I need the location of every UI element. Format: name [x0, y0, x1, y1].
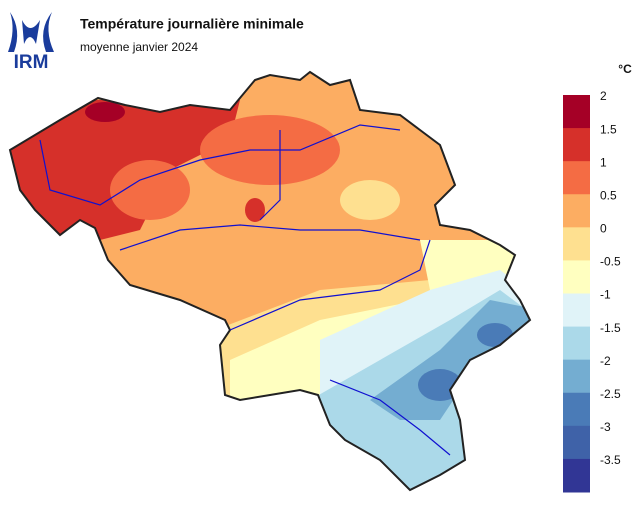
- legend-swatch: [563, 260, 590, 294]
- legend-tick-label: -1: [600, 288, 611, 302]
- border: [8, 70, 532, 492]
- legend-swatch: [563, 392, 590, 427]
- legend-unit: °C: [618, 62, 632, 76]
- legend-tick-label: -2: [600, 354, 611, 368]
- logo: IRM: [8, 12, 54, 73]
- legend-swatch: [563, 227, 590, 261]
- legend-tick-label: -1.5: [600, 321, 621, 335]
- legend-tick-label: -2.5: [600, 387, 621, 401]
- legend-tick-label: 0.5: [600, 188, 617, 202]
- legend-tick-label: -3.5: [600, 453, 621, 467]
- legend-swatch: [563, 194, 590, 228]
- legend-swatch: [563, 161, 590, 195]
- title: Température journalière minimale: [80, 16, 304, 32]
- legend-swatch: [563, 359, 590, 394]
- rivers: [39, 124, 451, 456]
- legend-swatch: [563, 458, 590, 493]
- logo-text: IRM: [14, 52, 49, 73]
- temperature-map: [10, 72, 530, 490]
- legend-swatch: [563, 326, 590, 361]
- legend-swatch: [563, 95, 590, 129]
- legend-tick-label: -3: [600, 420, 611, 434]
- legend-tick-label: 1: [600, 155, 607, 169]
- legend-tick-label: 2: [600, 89, 607, 103]
- legend-tick-label: 1.5: [600, 122, 617, 136]
- legend-swatch: [563, 425, 590, 460]
- legend-swatch: [563, 128, 590, 162]
- legend-tick-label: -0.5: [600, 255, 621, 269]
- legend-swatch: [563, 293, 590, 328]
- legend: 2 1.5 1 0.5 0 -0.5 -1 -1.5 -2 -2.5 -3 -3.5: [563, 89, 621, 493]
- legend-tick-label: 0: [600, 222, 607, 236]
- subtitle: moyenne janvier 2024: [80, 40, 198, 54]
